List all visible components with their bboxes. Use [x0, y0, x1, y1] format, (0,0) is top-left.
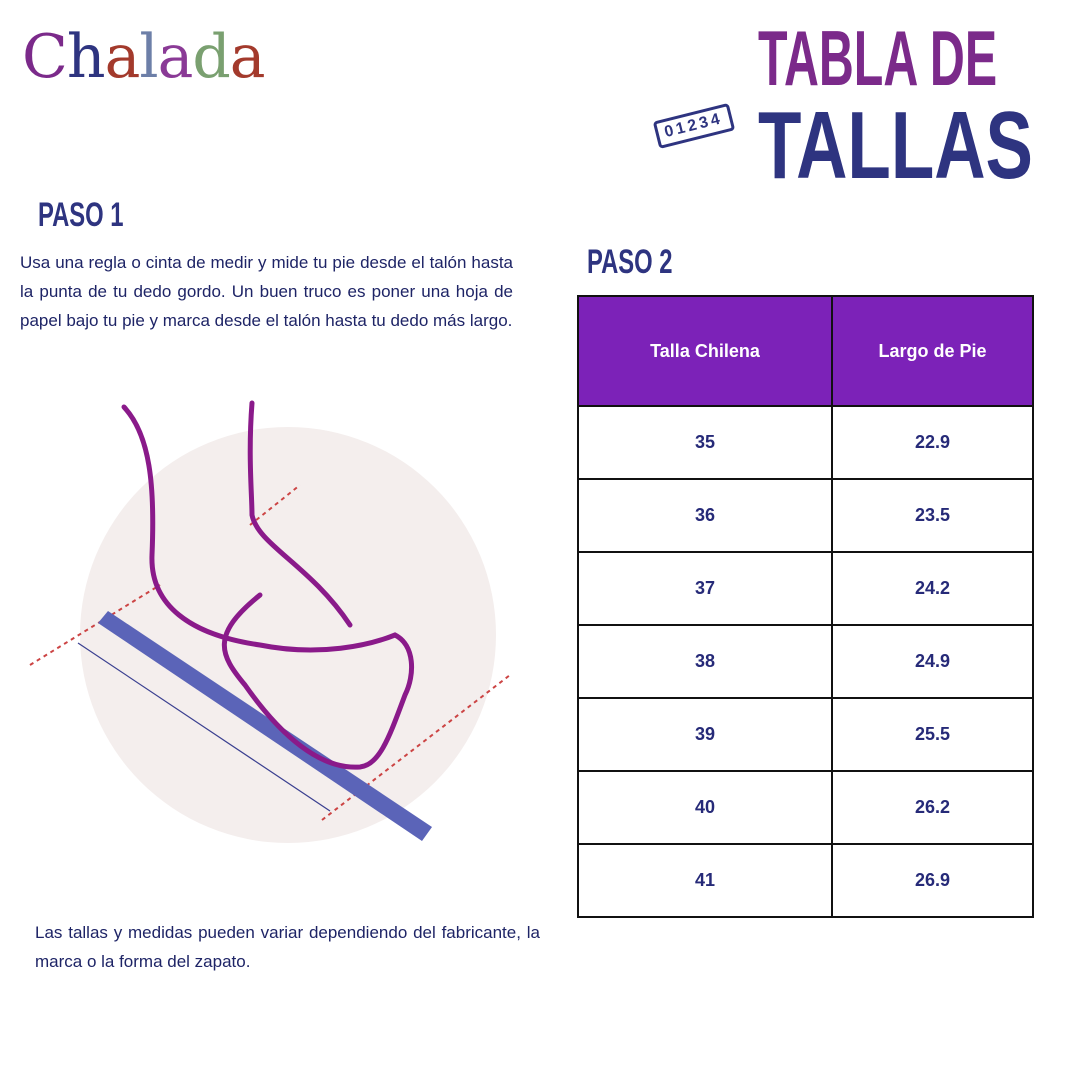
- heel-guide-line: [29, 584, 161, 666]
- foot-length-cell: 26.9: [831, 843, 1034, 918]
- size-cell: 36: [577, 478, 833, 553]
- chalada-logo: Chalada: [22, 22, 266, 92]
- size-cell: 38: [577, 624, 833, 699]
- logo-letter: d: [192, 22, 230, 92]
- logo-letter: a: [104, 22, 141, 92]
- size-table: Talla Chilena Largo de Pie 35 22.9 36 23.5 3…: [577, 295, 1034, 918]
- table-row: 35 22.9: [577, 405, 1034, 480]
- foot-length-cell: 23.5: [831, 478, 1034, 553]
- foot-length-cell: 26.2: [831, 770, 1034, 845]
- table-row: 39 25.5: [577, 697, 1034, 772]
- column-header-talla: Talla Chilena: [577, 295, 833, 407]
- table-row: 41 26.9: [577, 843, 1034, 918]
- size-cell: 35: [577, 405, 833, 480]
- ruler-icon: [98, 611, 432, 841]
- leg-guide-line: [249, 484, 301, 526]
- step1-heading: PASO 1: [38, 196, 124, 234]
- step1-text: Usa una regla o cinta de medir y mide tu…: [20, 253, 513, 330]
- logo-letter: a: [229, 22, 266, 92]
- foot-length-cell: 24.9: [831, 624, 1034, 699]
- size-cell: 41: [577, 843, 833, 918]
- disclaimer-note: Las tallas y medidas pueden variar depen…: [35, 923, 540, 971]
- foot-length-cell: 25.5: [831, 697, 1034, 772]
- table-row: 40 26.2: [577, 770, 1034, 845]
- ruler-icon: 01234: [652, 103, 735, 149]
- size-cell: 40: [577, 770, 833, 845]
- column-header-largo: Largo de Pie: [831, 295, 1034, 407]
- table-header-row: Talla Chilena Largo de Pie: [577, 295, 1034, 407]
- table-row: 38 24.9: [577, 624, 1034, 699]
- table-row: 36 23.5: [577, 478, 1034, 553]
- foot-length-cell: 22.9: [831, 405, 1034, 480]
- logo-letter: C: [22, 22, 68, 92]
- length-arrow: [77, 642, 331, 812]
- size-cell: 37: [577, 551, 833, 626]
- size-cell: 39: [577, 697, 833, 772]
- foot-measure-illustration: [29, 400, 511, 843]
- foot-length-cell: 24.2: [831, 551, 1034, 626]
- foot-outline: [121, 400, 415, 770]
- title-line-1: TABLA DE: [758, 14, 998, 102]
- page-title: TABLA DE TALLAS: [758, 14, 1033, 199]
- background-circle: [80, 427, 496, 843]
- logo-letter: l: [139, 22, 158, 92]
- logo-letter: a: [157, 22, 194, 92]
- table-row: 37 24.2: [577, 551, 1034, 626]
- logo-letter: h: [66, 22, 106, 92]
- step2-heading: PASO 2: [587, 243, 673, 281]
- title-line-2: TALLAS: [758, 92, 1033, 199]
